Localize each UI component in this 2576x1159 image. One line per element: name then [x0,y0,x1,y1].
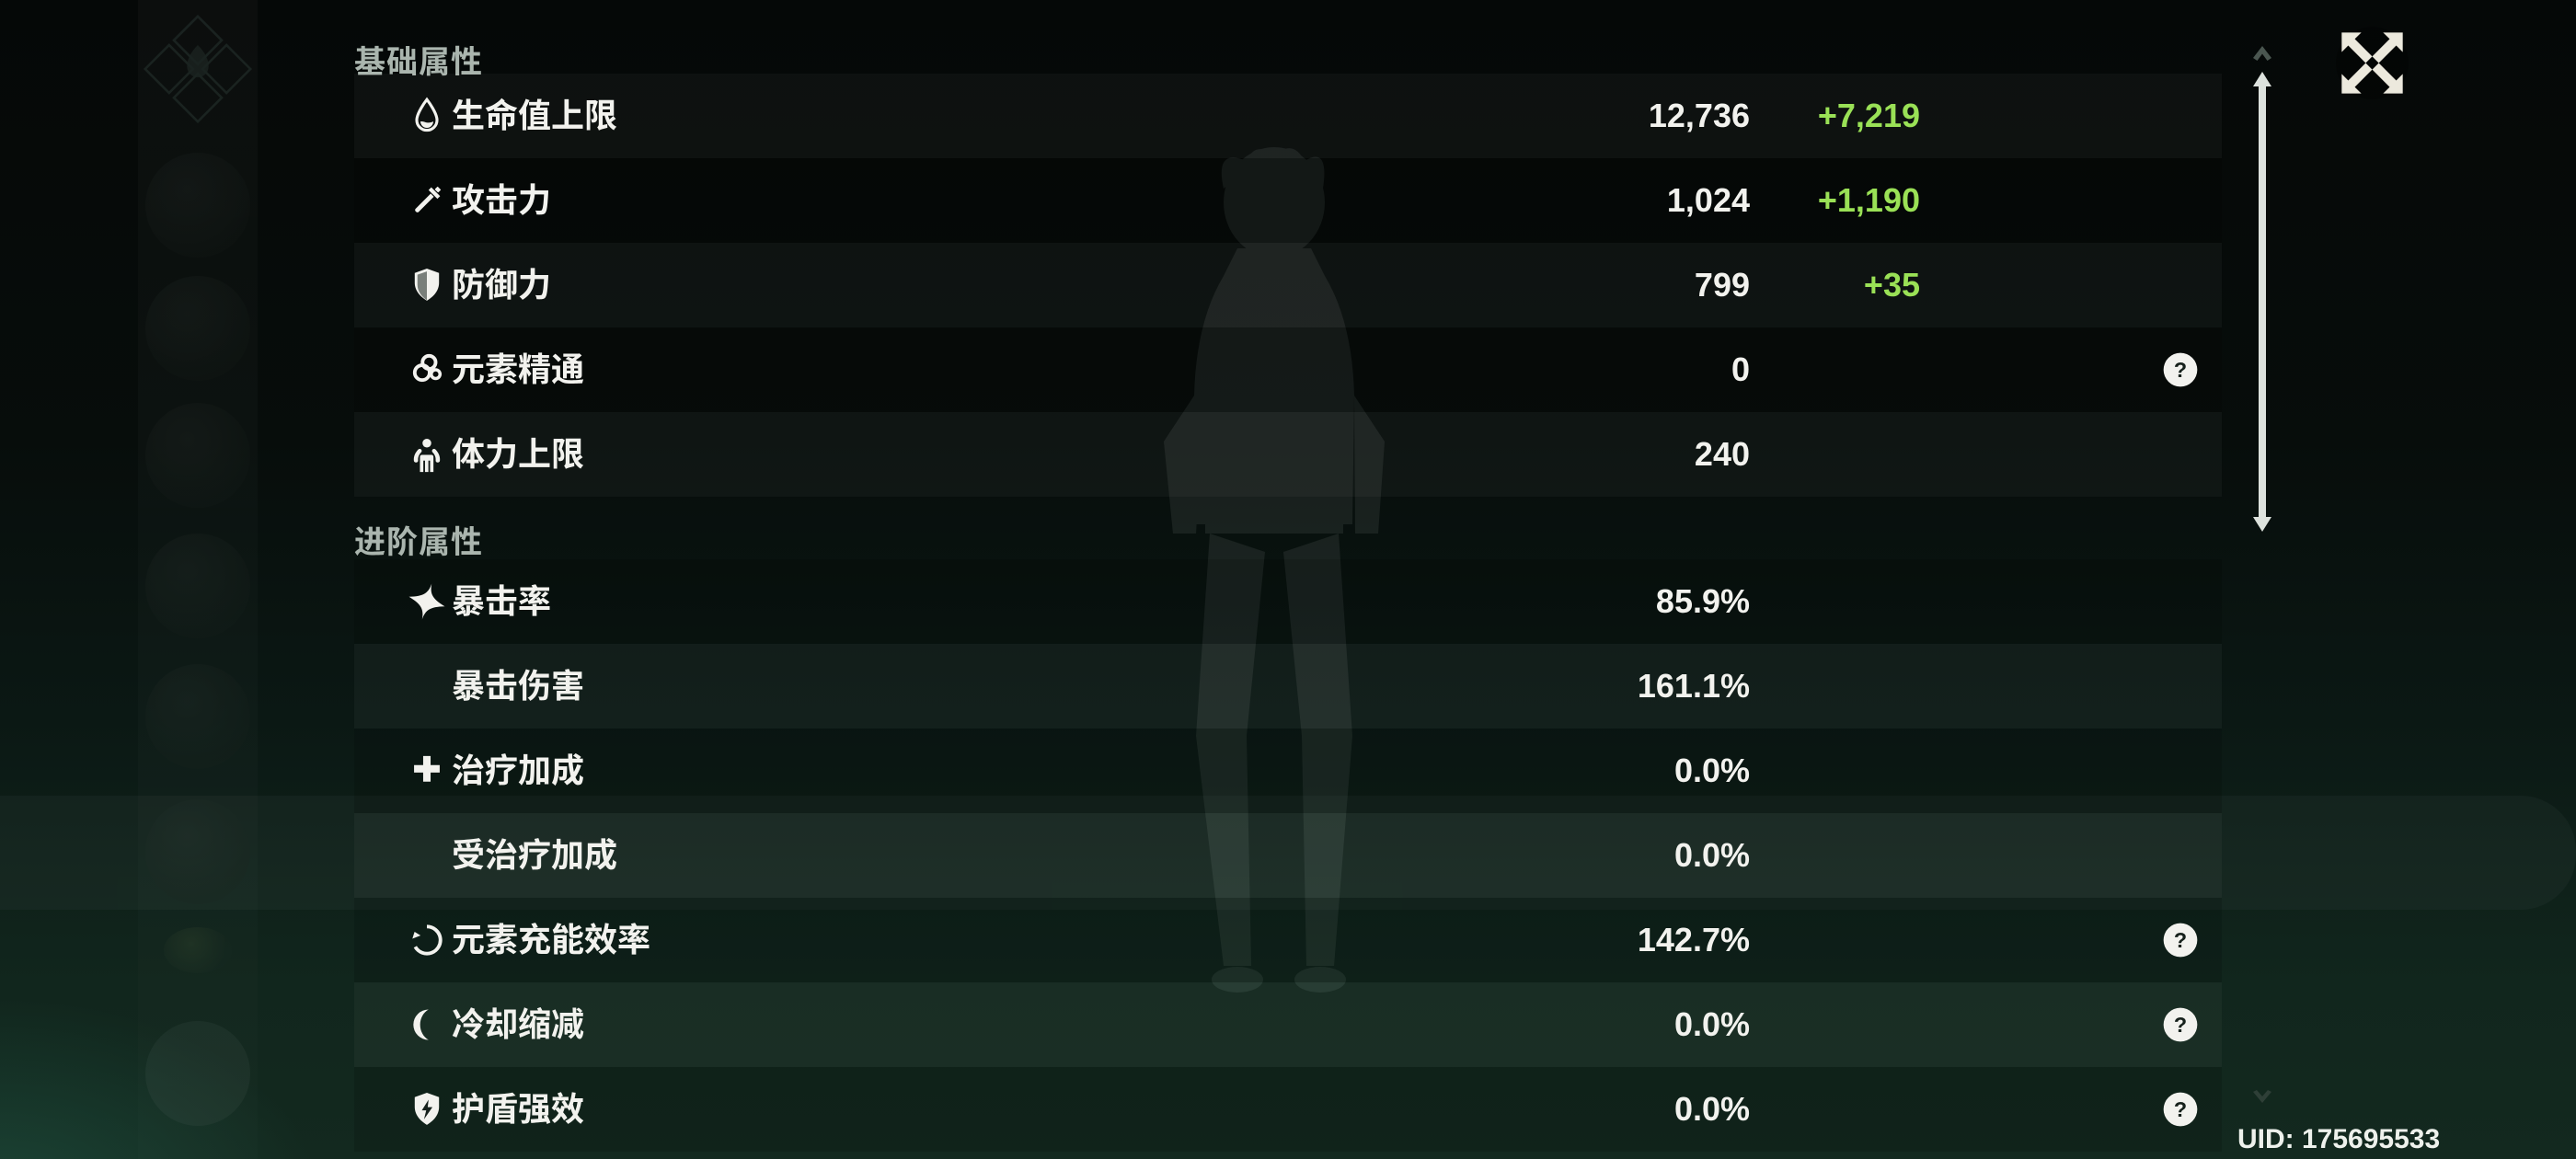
svg-text:?: ? [2174,1013,2187,1037]
svg-text:?: ? [2174,1097,2187,1121]
svg-text:?: ? [2174,358,2187,382]
svg-text:?: ? [2174,928,2187,952]
